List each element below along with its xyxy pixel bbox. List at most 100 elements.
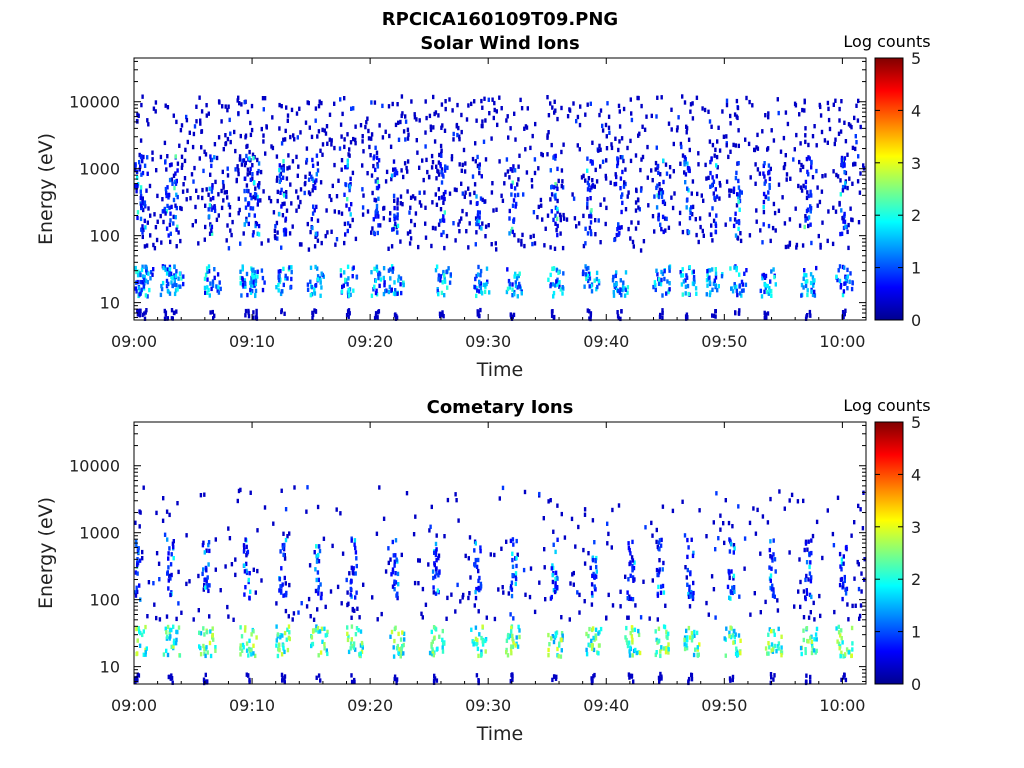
cell — [648, 616, 651, 621]
cell — [263, 96, 267, 101]
cell — [770, 629, 773, 634]
cell — [556, 537, 559, 542]
cell — [805, 195, 809, 201]
cell — [289, 182, 292, 187]
cell — [550, 636, 553, 641]
cell — [253, 270, 257, 275]
cell — [238, 101, 241, 106]
cell — [387, 289, 390, 295]
cell — [168, 630, 171, 635]
cell — [555, 216, 559, 221]
cell — [711, 267, 714, 272]
cell — [804, 316, 808, 321]
cell — [387, 246, 390, 251]
cell — [283, 137, 287, 142]
cell — [433, 562, 436, 568]
cell — [165, 226, 169, 231]
cell — [348, 187, 351, 193]
cell — [838, 106, 841, 112]
cell — [813, 637, 816, 642]
cell — [556, 186, 559, 192]
cell — [440, 290, 444, 296]
cell — [641, 154, 645, 160]
cell — [661, 214, 665, 220]
cell — [211, 626, 214, 631]
cell — [173, 282, 176, 287]
cell — [846, 152, 849, 157]
cell — [554, 633, 558, 638]
cell — [175, 119, 178, 125]
cell — [749, 612, 752, 617]
cell — [475, 273, 478, 279]
cell — [687, 166, 691, 171]
cell — [434, 110, 438, 115]
cell — [159, 292, 163, 298]
cell — [393, 224, 396, 229]
cell — [773, 210, 777, 216]
cell — [155, 237, 159, 243]
cell — [732, 576, 735, 581]
cell — [346, 163, 349, 168]
cell — [768, 289, 771, 294]
cell — [803, 224, 806, 230]
cell — [428, 113, 432, 119]
cell — [732, 640, 735, 645]
cell — [773, 594, 776, 599]
cell — [843, 219, 847, 224]
cell — [454, 609, 457, 614]
cell — [572, 582, 575, 587]
cell — [845, 276, 848, 281]
cell — [710, 232, 713, 237]
cell — [640, 157, 643, 162]
cell — [173, 310, 176, 316]
cell — [763, 315, 766, 320]
cell — [835, 172, 838, 178]
cell — [813, 617, 816, 622]
cell — [275, 178, 279, 183]
cell — [792, 157, 795, 162]
cell — [837, 630, 841, 635]
cell — [374, 179, 377, 184]
cell — [179, 238, 182, 244]
cell — [396, 206, 399, 211]
cell — [838, 582, 842, 588]
cell — [637, 628, 640, 634]
cell — [841, 640, 844, 645]
cell — [685, 628, 688, 634]
cell — [166, 203, 169, 209]
cell — [175, 283, 178, 288]
cell — [243, 563, 246, 568]
cell — [586, 308, 589, 313]
cell — [851, 647, 854, 652]
cell — [493, 107, 496, 113]
cell — [297, 610, 300, 615]
cell — [659, 671, 662, 677]
cell — [555, 268, 559, 273]
cell — [848, 176, 851, 181]
cell — [286, 113, 290, 118]
cell — [716, 288, 719, 293]
cell — [168, 269, 171, 275]
cell — [412, 532, 416, 537]
cell — [733, 628, 736, 634]
cell — [144, 652, 147, 657]
cell — [769, 672, 773, 677]
cell — [287, 153, 290, 158]
cell — [691, 204, 695, 210]
cell — [840, 677, 843, 683]
cell — [169, 576, 172, 581]
cell — [483, 289, 487, 295]
cell — [374, 290, 378, 296]
cell — [237, 95, 240, 100]
cell — [776, 644, 779, 649]
colorbar-tick-label: 4 — [911, 101, 921, 120]
cell — [307, 247, 311, 252]
cell — [617, 316, 620, 321]
cell — [509, 678, 512, 684]
cell — [306, 100, 309, 105]
cell — [140, 154, 143, 159]
cell — [431, 200, 434, 205]
cell — [804, 596, 807, 602]
cell — [712, 179, 716, 184]
cell — [274, 235, 277, 241]
